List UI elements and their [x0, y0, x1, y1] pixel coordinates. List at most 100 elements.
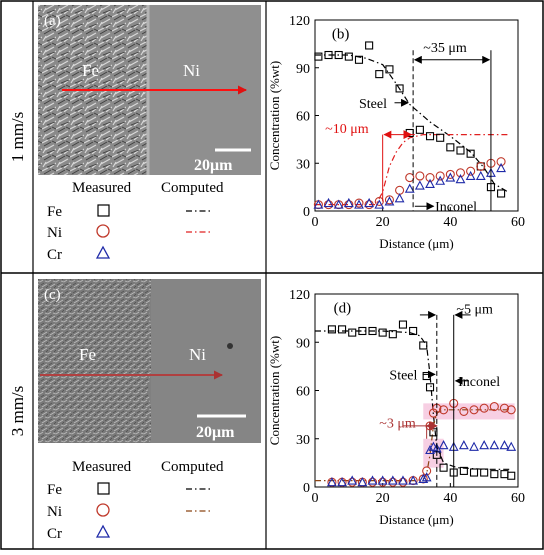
y-tick-label: 120	[289, 288, 310, 303]
y-tick-label: 30	[296, 157, 310, 172]
fe-point	[422, 371, 431, 381]
fe-point	[327, 325, 336, 334]
legend-fe-label: Fe	[47, 482, 62, 498]
cr-point	[499, 440, 510, 450]
fe-point	[425, 383, 435, 392]
fe-point	[436, 133, 445, 142]
cr-point	[414, 180, 425, 190]
cr-point	[337, 477, 347, 487]
cr-point	[343, 197, 354, 208]
plot-frame	[314, 19, 519, 212]
ni-point	[476, 161, 486, 171]
y-tick-label: 30	[296, 433, 310, 448]
width-outer-label: ~35 μm	[423, 41, 467, 56]
x-tick-label: 0	[312, 491, 319, 506]
ni-point	[327, 477, 337, 487]
width-outer-label: ~5 μm	[456, 302, 493, 317]
ni-region-label-a: Ni	[183, 61, 200, 80]
ni-point	[398, 477, 408, 487]
fe-point	[425, 132, 435, 141]
cr-point	[394, 193, 405, 203]
cr-point	[408, 475, 419, 485]
cr-point	[479, 440, 490, 450]
cr-point	[357, 477, 368, 487]
ni-point	[422, 466, 432, 476]
computed-fe-line	[315, 54, 509, 193]
cr-point	[364, 197, 375, 208]
legend-ni-label: Ni	[47, 504, 62, 520]
legend-fe-marker	[97, 482, 110, 495]
cr-point	[404, 183, 415, 193]
cr-point	[421, 472, 432, 482]
fe-point	[354, 55, 364, 64]
cr-point	[469, 441, 479, 451]
speed-label-row1: 1 mm/s	[8, 112, 27, 163]
fe-region-label-a: Fe	[82, 61, 99, 80]
y-axis-label: Concentration (%wt)	[267, 61, 282, 170]
ni-point	[489, 402, 499, 412]
fe-point	[338, 325, 347, 334]
cr-point	[377, 475, 388, 485]
cr-point	[445, 172, 456, 182]
y-tick-label: 0	[303, 205, 310, 220]
fe-point	[405, 128, 414, 138]
cr-point	[313, 199, 324, 209]
ni-point	[496, 157, 506, 167]
cr-point	[347, 475, 358, 485]
ni-point	[499, 403, 510, 413]
panel-label-a: (a)	[44, 13, 61, 29]
fe-point	[334, 50, 343, 60]
cr-point	[384, 196, 395, 206]
cr-point	[374, 199, 385, 209]
fe-point	[500, 470, 509, 479]
cr-point	[506, 441, 517, 451]
chart-d: 0 20 40 60 0 30 60 90 120 Distance (μm) Concentrat…	[267, 288, 525, 527]
fe-point	[398, 320, 408, 329]
cr-point	[458, 440, 469, 450]
fe-point	[409, 326, 418, 336]
x-tick-label: 20	[376, 491, 390, 506]
panel-label-c: (c)	[44, 287, 61, 303]
y-tick-label: 90	[296, 62, 310, 77]
fe-point	[415, 125, 424, 134]
x-tick-label: 0	[312, 215, 319, 230]
legend-computed-header: Computed	[161, 459, 224, 475]
ni-point	[323, 200, 334, 210]
highlight-band	[423, 403, 515, 420]
fe-point	[497, 189, 506, 198]
fe-point	[365, 41, 374, 50]
fe-point	[385, 65, 394, 74]
fe-point	[378, 328, 387, 337]
cr-point	[496, 162, 506, 173]
x-tick-label: 20	[376, 215, 390, 230]
y-axis-label: Concentration (%wt)	[267, 336, 282, 445]
fe-point	[324, 50, 333, 60]
ni-point	[344, 200, 354, 210]
fe-point	[466, 149, 475, 158]
cr-point	[475, 170, 486, 181]
steel-label: Steel	[389, 368, 417, 383]
legend-fe-marker	[97, 204, 110, 217]
cr-point	[465, 170, 476, 181]
ni-point	[425, 173, 435, 183]
cr-point	[387, 475, 398, 485]
micrograph-a	[38, 5, 261, 175]
ni-point	[428, 408, 438, 418]
y-tick-label: 0	[303, 481, 310, 496]
cr-point	[425, 178, 435, 188]
ni-point	[367, 477, 378, 487]
legend-measured-header: Measured	[72, 459, 132, 475]
fe-point	[358, 326, 367, 336]
cr-point	[438, 440, 449, 450]
computed-ni-line	[315, 409, 512, 482]
fe-point	[469, 468, 479, 477]
ni-point	[354, 198, 364, 208]
ni-point	[357, 477, 367, 487]
fe-region-label-c: Fe	[79, 345, 96, 364]
legend-ni-marker	[96, 224, 110, 238]
scale-label-a: 20μm	[194, 157, 233, 174]
cr-point	[354, 199, 364, 209]
ni-point	[479, 403, 489, 413]
ni-point	[415, 171, 425, 181]
fe-point	[480, 468, 489, 477]
